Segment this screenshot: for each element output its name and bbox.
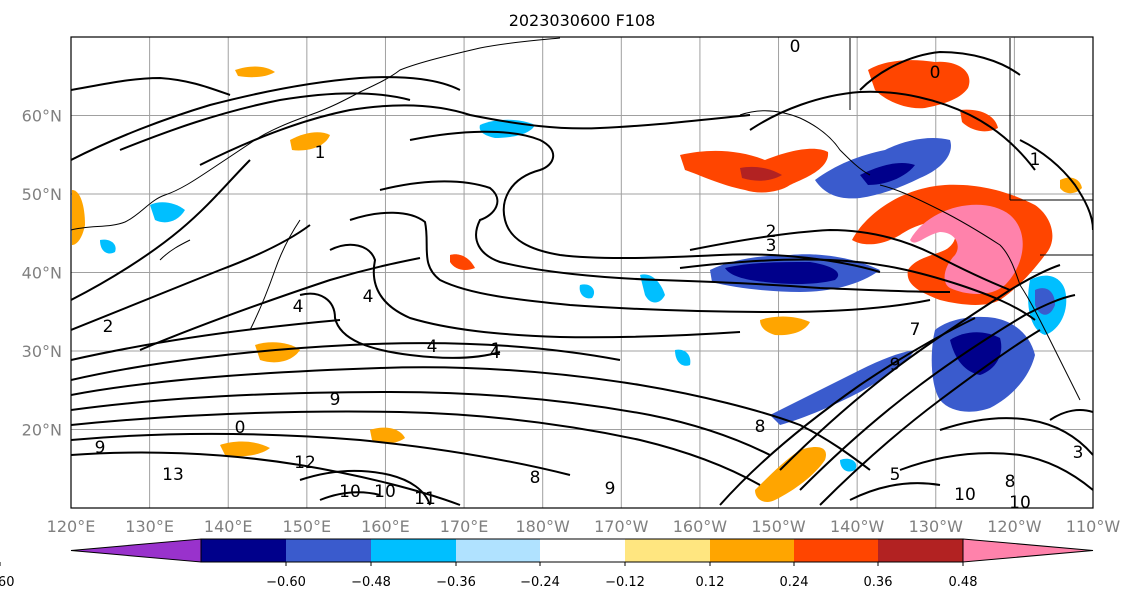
contour-label: 10 <box>1009 493 1031 513</box>
contour-label: 4 <box>293 297 304 317</box>
lat-tick-label: 50°N <box>22 185 62 204</box>
lon-tick-label: 140°W <box>830 517 885 536</box>
contour-lines <box>71 50 1093 506</box>
colorbar-extend-low <box>70 538 202 563</box>
contour-label: 9 <box>605 479 616 499</box>
lon-tick-label: 120°W <box>987 517 1042 536</box>
colorbar-tick-label: −0.12 <box>605 575 645 590</box>
colorbar-tick-label: −0.24 <box>520 575 560 590</box>
lon-tick-label: 110°W <box>1066 517 1121 536</box>
contour-label: 3 <box>1073 443 1084 463</box>
contour-label: 10 <box>374 482 396 502</box>
contour-label: 9 <box>890 355 901 375</box>
colorbar-tick-label: 0.60 <box>0 575 14 590</box>
lon-tick-label: 150°W <box>751 517 806 536</box>
colorbar: −0.60 −0.48 −0.36 −0.24 −0.12 0.12 0.24 0.36 0.4… <box>0 538 1094 590</box>
colorbar-segment <box>286 539 371 562</box>
colorbar-tick-label: −0.36 <box>436 575 476 590</box>
contour-label: 2 <box>103 317 114 337</box>
colorbar-segment <box>456 539 540 562</box>
lon-tick-label: 160°W <box>673 517 728 536</box>
contour-label: 12 <box>294 453 316 473</box>
colorbar-tick-label: 0.36 <box>864 575 893 590</box>
contour-label: 10 <box>954 485 976 505</box>
lon-tick-label: 120°E <box>47 517 96 536</box>
lon-tick-label: 140°E <box>204 517 253 536</box>
colorbar-tick-label: 0.24 <box>780 575 809 590</box>
lon-tick-label: 180°W <box>516 517 571 536</box>
latitude-axis: 60°N 50°N 40°N 30°N 20°N <box>22 107 62 440</box>
contour-label: 1 <box>315 143 326 163</box>
colorbar-tick-label: −0.60 <box>266 575 306 590</box>
lat-tick-label: 40°N <box>22 264 62 283</box>
contour-label: 8 <box>755 417 766 437</box>
contour-label: 7 <box>910 320 921 340</box>
contour-label: 0 <box>930 63 941 83</box>
colorbar-segment <box>794 539 878 562</box>
contour-label: 4 <box>490 343 501 363</box>
colorbar-segment <box>625 539 710 562</box>
map-title: 2023030600 F108 <box>509 11 656 30</box>
colorbar-tick-label: −0.48 <box>351 575 391 590</box>
colorbar-segment <box>201 539 286 562</box>
colorbar-tick-label: 0.48 <box>949 575 978 590</box>
colorbar-segment <box>540 539 625 562</box>
lat-tick-label: 20°N <box>22 421 62 440</box>
lon-tick-label: 130°W <box>909 517 964 536</box>
contour-label: 9 <box>95 438 106 458</box>
contour-label: 8 <box>1005 472 1016 492</box>
contour-label: 2 <box>766 222 777 242</box>
colorbar-extend-high <box>962 538 1094 563</box>
lon-tick-label: 150°E <box>283 517 332 536</box>
contour-label: 5 <box>890 465 901 485</box>
contour-label: 13 <box>162 465 184 485</box>
contour-label: 10 <box>339 482 361 502</box>
colorbar-segment <box>878 539 963 562</box>
contour-label: 8 <box>530 468 541 488</box>
lat-tick-label: 30°N <box>22 342 62 361</box>
colorbar-segment <box>710 539 794 562</box>
contour-label: 4 <box>427 337 438 357</box>
lon-tick-label: 170°W <box>594 517 649 536</box>
lon-tick-label: 160°E <box>361 517 410 536</box>
lat-tick-label: 60°N <box>22 107 62 126</box>
contour-label: 11 <box>414 489 436 509</box>
coastlines <box>71 37 1093 401</box>
contour-label: 3 <box>766 236 777 256</box>
contour-label: 4 <box>363 287 374 307</box>
lon-tick-label: 130°E <box>125 517 174 536</box>
contour-label: 0 <box>235 418 246 438</box>
lon-tick-label: 170°E <box>440 517 489 536</box>
contour-label: 1 <box>491 340 502 360</box>
contour-label: 9 <box>330 390 341 410</box>
contour-label: 0 <box>790 37 801 57</box>
colorbar-segment <box>371 539 456 562</box>
colorbar-tick-label: 0.12 <box>696 575 725 590</box>
contour-label: 1 <box>1030 150 1041 170</box>
longitude-axis: 120°E 130°E 140°E 150°E 160°E 170°E 180°W 170°W… <box>47 517 1121 536</box>
